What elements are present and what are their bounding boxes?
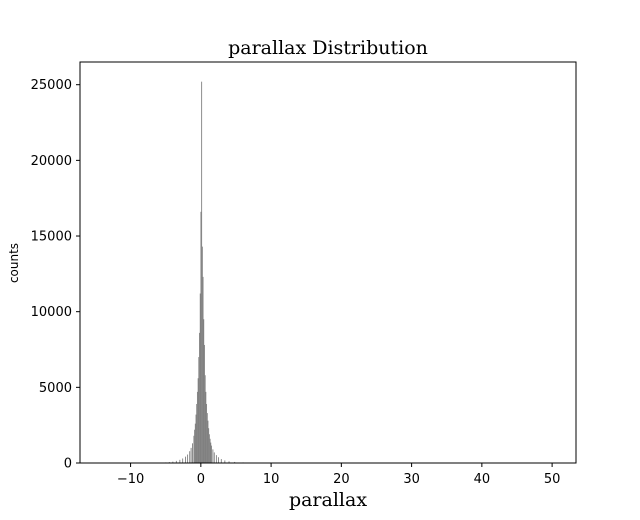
histogram-bar-7 [187,454,189,463]
y-tick-label: 10000 [31,305,72,320]
histogram-bar-25 [203,319,205,463]
histogram-bar-26 [204,344,205,463]
y-tick-label: 25000 [31,78,72,93]
x-tick-label: 30 [403,472,420,487]
y-tick-label: 0 [64,457,72,472]
histogram-bar-8 [189,451,191,463]
histogram-bar-41 [220,459,222,463]
histogram-bar-35 [210,442,212,463]
histogram-bar-31 [207,420,209,463]
x-tick-label: 20 [333,472,350,487]
histogram-bar-36 [211,445,212,463]
histogram-bar-18 [198,357,200,463]
histogram-bar-3 [175,460,177,463]
histogram-bar-28 [205,391,207,463]
histogram-bar-14 [195,414,197,463]
histogram-bar-15 [196,403,198,463]
histogram-bar-16 [196,391,198,463]
histogram-bar-27 [204,375,206,463]
histogram-bar-30 [206,413,208,463]
x-tick-label: −10 [117,472,144,487]
histogram-bar-43 [228,461,230,463]
x-axis-ticks: −10 0 10 20 30 40 50 [117,463,561,487]
histogram-bar-10 [192,443,193,463]
histogram-bar-38 [213,452,215,463]
histogram-bar-44 [234,461,236,463]
histogram-bar-23 [201,246,203,463]
histogram-bar-19 [199,332,200,463]
plot-area: −10 0 10 20 30 40 50 0 5000 10000 15000 20000 25000 [31,61,577,487]
y-tick-label: 5000 [39,381,72,396]
histogram-bar-9 [190,447,192,463]
y-tick-label: 20000 [31,154,72,169]
histogram-bar-20 [199,293,201,463]
histogram-bar-11 [193,435,195,463]
histogram-bar-22 [201,81,203,464]
histogram-bar-17 [197,378,199,463]
histogram-bar-2 [172,461,174,463]
histogram-bar-24 [202,276,204,463]
histogram-bar-39 [215,455,217,463]
histogram-bar-32 [208,428,210,463]
histogram-bar-13 [194,423,196,463]
histogram-bar-33 [208,434,210,463]
x-tick-label: 0 [197,472,205,487]
histogram-bar-5 [182,458,184,463]
chart-title: parallax Distribution [228,37,428,59]
x-tick-label: 50 [544,472,561,487]
y-axis-ticks: 0 5000 10000 15000 20000 25000 [31,78,80,472]
histogram-bar-12 [194,429,196,463]
histogram-bar-21 [200,211,202,463]
x-tick-label: 10 [263,472,280,487]
histogram-bar-4 [179,459,181,463]
x-axis-label: parallax [289,489,367,511]
y-tick-label: 15000 [31,230,72,245]
x-tick-label: 40 [474,472,491,487]
histogram-bar-6 [185,456,186,463]
axes-frame [79,61,577,464]
histogram-bar-34 [209,438,211,463]
histogram-bar-29 [206,403,208,463]
y-axis-label: counts [7,243,21,283]
histogram-bar-37 [212,449,214,463]
histogram-bars [165,81,553,464]
histogram-bar-40 [218,457,219,463]
histogram-bar-42 [224,460,226,463]
